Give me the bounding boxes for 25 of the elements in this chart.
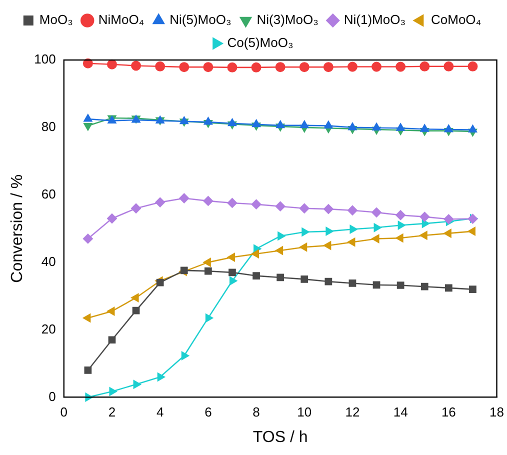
legend-label: Co(5)MoO₃ (227, 35, 294, 50)
y-tick-label: 100 (34, 52, 56, 67)
y-tick-label: 60 (41, 186, 56, 202)
y-tick-label: 20 (41, 321, 56, 336)
x-tick-label: 8 (252, 404, 260, 420)
x-tick-label: 4 (156, 404, 164, 420)
legend-label: MoO₃ (39, 12, 73, 28)
x-tick-label: 18 (490, 404, 504, 420)
x-tick-label: 6 (204, 404, 212, 420)
x-tick-label: 10 (297, 404, 312, 420)
legend-label: NiMoO₄ (98, 12, 144, 28)
y-tick-label: 80 (41, 119, 56, 134)
x-axis-title: TOS / h (252, 428, 308, 446)
y-tick-label: 0 (48, 388, 56, 404)
y-axis-title: Conversion / % (9, 174, 26, 283)
y-tick-label: 40 (41, 254, 56, 269)
legend-label: Ni(1)MoO₃ (344, 12, 406, 28)
x-tick-label: 12 (345, 404, 360, 420)
x-tick-label: 0 (60, 404, 68, 420)
x-tick-label: 2 (108, 404, 116, 420)
x-tick-label: 16 (441, 404, 456, 420)
legend-label: Ni(5)MoO₃ (170, 12, 232, 28)
legend-label: Ni(3)MoO₃ (256, 12, 318, 28)
x-tick-label: 14 (393, 404, 408, 420)
legend-label: CoMoO₄ (431, 12, 482, 28)
